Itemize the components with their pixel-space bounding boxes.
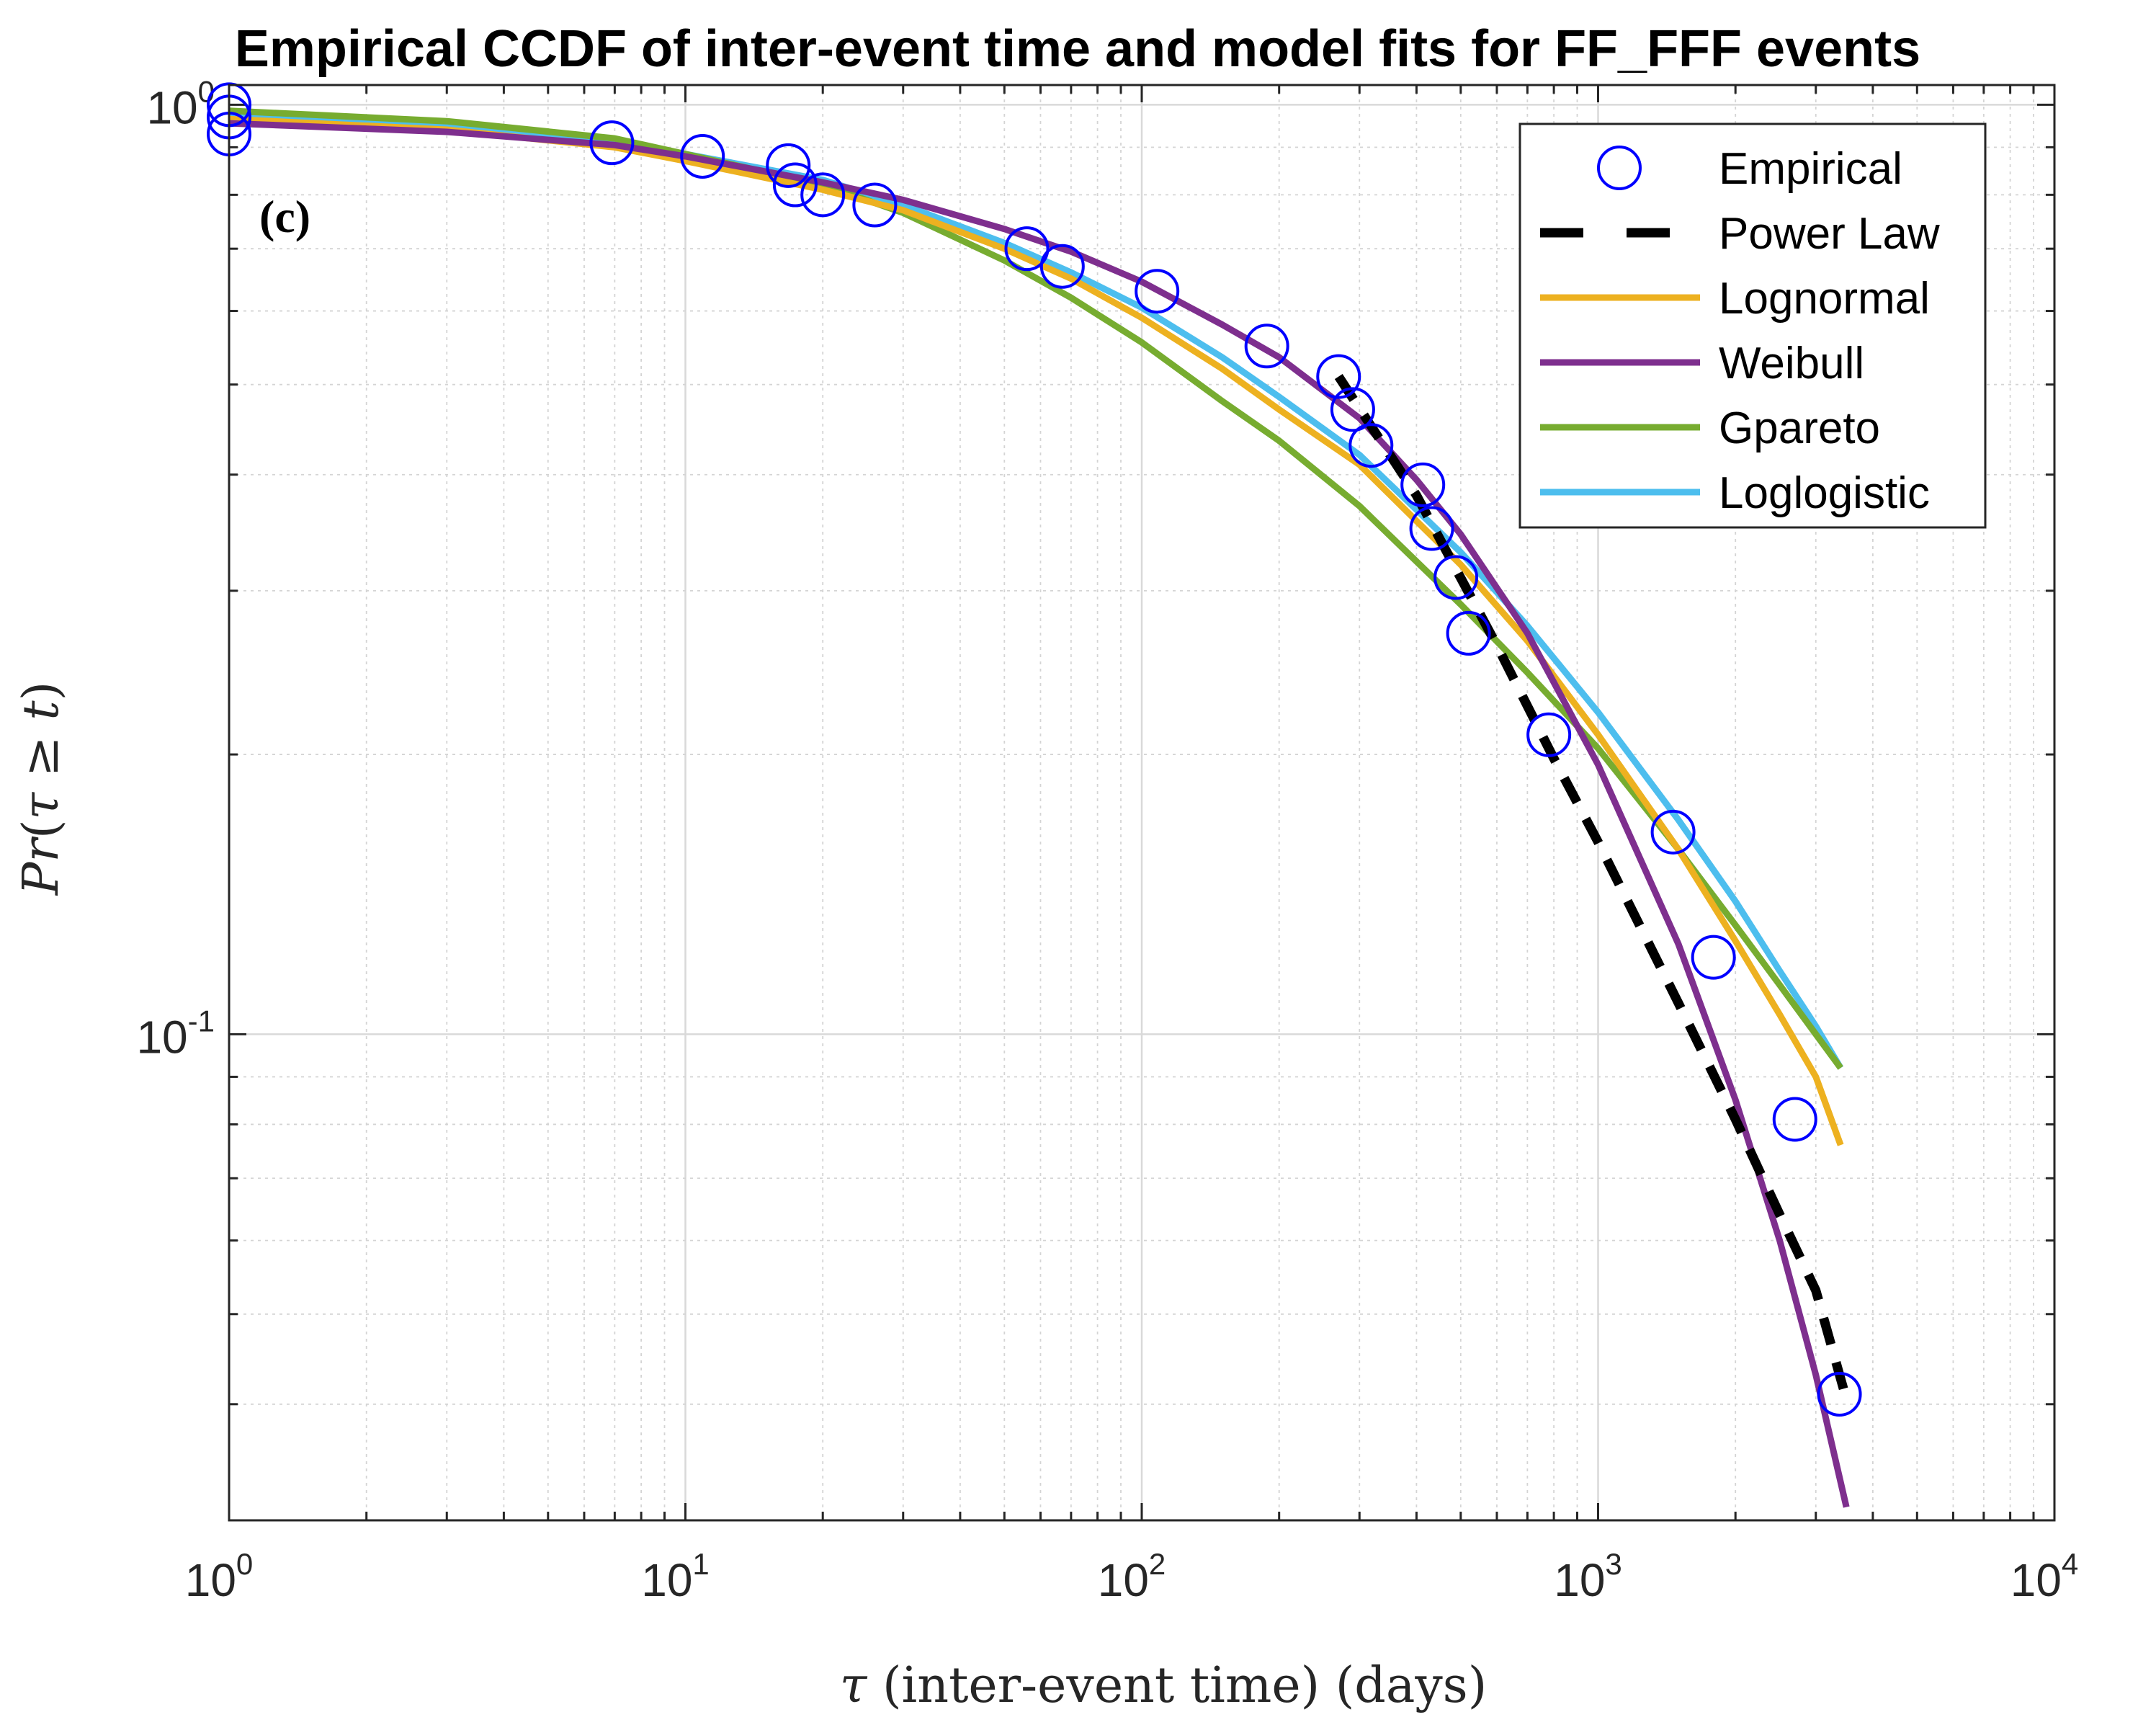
chart-title: Empirical CCDF of inter-event time and m… [235, 20, 1920, 78]
legend-swatch [1597, 146, 1642, 190]
x-axis-label: τ (inter-event time) (days) [840, 1657, 1487, 1714]
legend-label: Weibull [1719, 339, 1864, 388]
legend-item-gpareto: Gpareto [1540, 403, 1880, 453]
empirical-point [1348, 423, 1394, 468]
legend: Empirical Power Law Lognormal Weibull Gparet… [1518, 122, 1987, 529]
empirical-point [589, 120, 635, 166]
empirical-point [1039, 244, 1085, 289]
y-axis-label: Pr(τ ≥ t) [13, 682, 70, 897]
x-tick-label: 104 [2010, 1547, 2079, 1606]
series-line-weibull [229, 120, 1850, 1508]
series-line-power-law [1334, 374, 1851, 1401]
legend-label: Lognormal [1719, 274, 1930, 324]
legend-label: Gpareto [1719, 403, 1880, 453]
x-tick-label: 103 [1554, 1547, 1622, 1606]
empirical-point [1691, 935, 1736, 980]
legend-item-loglogistic: Loglogistic [1540, 468, 1930, 518]
empirical-point [800, 172, 846, 218]
empirical-point [1526, 712, 1572, 757]
empirical-point [766, 143, 811, 188]
legend-item-weibull: Weibull [1540, 339, 1864, 388]
legend-label: Power Law [1719, 209, 1940, 259]
legend-item-lognormal: Lognormal [1540, 274, 1930, 324]
legend-item-power-law: Power Law [1540, 209, 1940, 259]
empirical-point [852, 182, 898, 228]
x-tick-label: 101 [641, 1547, 710, 1606]
empirical-point [1817, 1371, 1862, 1417]
empirical-point [1446, 610, 1491, 656]
empirical-point [1409, 506, 1454, 551]
empirical-point [1433, 555, 1479, 600]
empirical-point [1650, 809, 1696, 855]
empirical-point [680, 133, 725, 179]
series-line-lognormal [229, 115, 1844, 1146]
axis-label-text: Pr(τ ≥ t) [13, 682, 70, 897]
plot-series [229, 107, 1851, 1508]
empirical-point [1400, 462, 1446, 507]
x-tick-label: 100 [185, 1547, 254, 1606]
empirical-point [1330, 387, 1375, 432]
legend-item-empirical: Empirical [1597, 144, 1902, 194]
legend-label: Empirical [1719, 144, 1902, 194]
legend-box [1518, 122, 1987, 529]
empirical-point [1244, 324, 1289, 369]
empirical-point [1316, 354, 1361, 399]
empirical-point [1135, 269, 1180, 314]
y-tick-label: 100 [146, 74, 215, 133]
empirical-point [1004, 226, 1050, 272]
axis-ticks: 100 101 102 103 104 10-1 100 [136, 74, 2078, 1606]
legend-label: Loglogistic [1719, 468, 1930, 518]
panel-label: (c) [259, 191, 310, 242]
y-tick-label: 10-1 [136, 1004, 215, 1063]
x-tick-label: 102 [1098, 1547, 1166, 1606]
axis-label-text: τ (inter-event time) (days) [840, 1657, 1487, 1714]
plot-frame [228, 84, 2056, 1522]
empirical-point [772, 162, 818, 208]
empirical-point [1772, 1097, 1817, 1142]
